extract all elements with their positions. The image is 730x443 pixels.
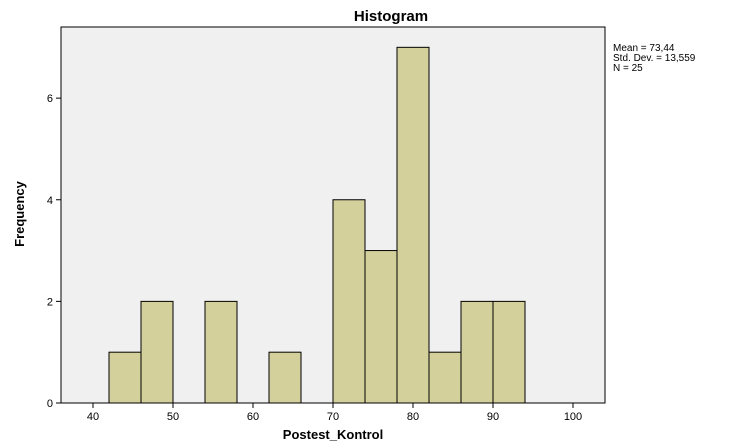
y-axis-label: Frequency <box>12 180 27 247</box>
histogram-bar-9 <box>492 300 526 404</box>
x-axis-label: Postest_Kontrol <box>283 427 383 442</box>
x-tick-label-1: 50 <box>167 411 179 423</box>
y-tick-label-1: 2 <box>47 296 53 308</box>
y-tick-label-2: 4 <box>47 195 53 207</box>
chart-title: Histogram <box>354 8 428 25</box>
histogram-bar-5 <box>364 250 398 404</box>
bars <box>108 46 526 404</box>
histogram-bar-6 <box>396 46 430 404</box>
y-tick-label-0: 0 <box>47 398 53 410</box>
x-tick-label-6: 100 <box>564 411 582 423</box>
x-axis: 40 50 60 70 80 90 100 <box>87 403 582 423</box>
histogram-bar-1 <box>140 300 174 404</box>
histogram-bar-0 <box>108 351 142 404</box>
histogram-bar-3 <box>268 351 302 404</box>
stat-mean: Mean = 73,44 <box>613 43 675 54</box>
histogram-bar-4 <box>332 199 366 404</box>
histogram-bar-8 <box>460 300 494 404</box>
x-tick-label-3: 70 <box>327 411 339 423</box>
stat-n: N = 25 <box>613 63 643 74</box>
x-tick-label-4: 80 <box>407 411 419 423</box>
y-axis: 0 2 4 6 <box>47 93 61 410</box>
summary-statistics: Mean = 73,44 Std. Dev. = 13,559 N = 25 <box>613 44 695 74</box>
x-tick-label-5: 90 <box>487 411 499 423</box>
histogram-bar-2 <box>204 300 238 404</box>
x-tick-label-2: 60 <box>247 411 259 423</box>
y-tick-label-3: 6 <box>47 93 53 105</box>
x-tick-label-0: 40 <box>87 411 99 423</box>
histogram-bar-7 <box>428 351 462 404</box>
stat-std-dev: Std. Dev. = 13,559 <box>613 53 696 64</box>
